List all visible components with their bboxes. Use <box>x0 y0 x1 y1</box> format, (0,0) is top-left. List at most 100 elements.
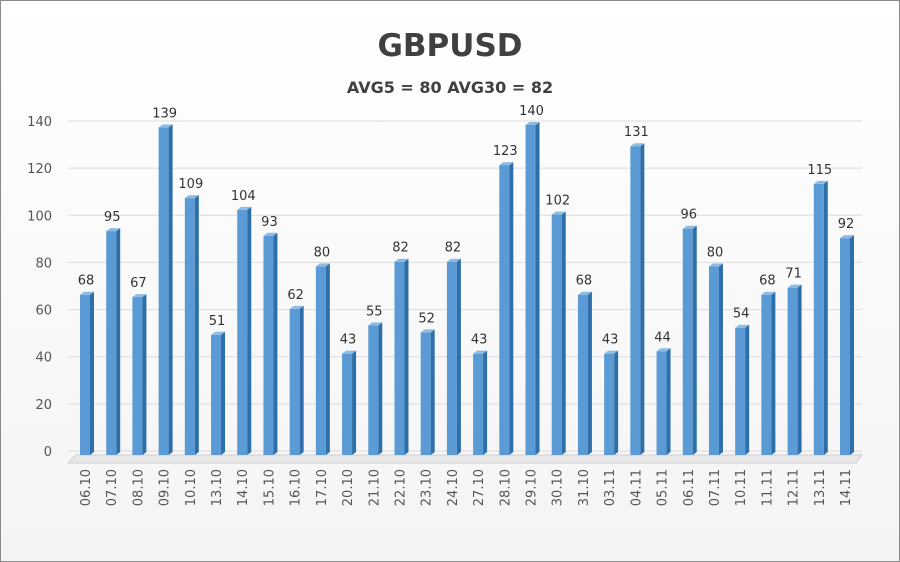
bar-top <box>106 228 121 232</box>
bar <box>315 266 326 455</box>
bar-side <box>483 350 488 455</box>
x-tick-label: 13.11 <box>813 469 828 506</box>
data-label: 68 <box>78 274 95 289</box>
bar-side <box>561 211 566 455</box>
data-label: 131 <box>624 125 649 140</box>
bar-top <box>735 324 750 328</box>
bar <box>263 235 274 455</box>
bar-top <box>368 322 383 326</box>
y-tick-label: 120 <box>27 162 52 177</box>
bar <box>761 294 772 455</box>
bar-side <box>273 232 278 455</box>
bar-side <box>352 350 357 455</box>
bar <box>604 353 615 455</box>
bar <box>682 228 693 455</box>
x-tick-label: 10.10 <box>184 469 199 506</box>
bar <box>420 332 431 455</box>
bar-side <box>194 195 199 456</box>
x-tick-label: 14.10 <box>236 469 251 506</box>
bar-side <box>797 284 802 455</box>
x-tick-label: 21.10 <box>367 469 382 506</box>
data-label: 54 <box>733 307 750 322</box>
x-tick-label: 05.11 <box>656 469 671 506</box>
bar <box>473 353 484 455</box>
bar <box>656 351 667 455</box>
bar-side <box>692 225 697 455</box>
bar <box>289 308 300 455</box>
y-tick-label: 40 <box>35 351 52 366</box>
bar <box>342 353 353 455</box>
bar <box>735 327 746 455</box>
x-tick-label: 13.10 <box>210 469 225 506</box>
bar-top <box>473 350 488 354</box>
bar <box>499 165 510 456</box>
x-tick-label: 04.11 <box>629 469 644 506</box>
x-tick-label: 27.10 <box>472 469 487 506</box>
bar-side <box>640 143 645 455</box>
bar-top <box>446 258 461 262</box>
data-label: 140 <box>519 104 544 119</box>
x-tick-label: 20.10 <box>341 469 356 506</box>
bar-side <box>666 348 671 455</box>
y-tick-label: 100 <box>27 209 52 224</box>
x-tick-label: 09.10 <box>158 469 173 506</box>
bar <box>787 287 798 455</box>
bar-top <box>184 195 199 199</box>
bar-top <box>656 348 671 352</box>
x-tick-label: 15.10 <box>262 469 277 506</box>
bar-top <box>499 162 514 166</box>
bar-top <box>551 211 566 215</box>
bar-side <box>587 291 592 455</box>
bar-side <box>614 350 619 455</box>
bar <box>80 294 90 455</box>
y-tick-label: 20 <box>35 398 52 413</box>
x-tick-label: 23.10 <box>420 469 435 506</box>
x-tick-label: 22.10 <box>393 469 408 506</box>
data-label: 80 <box>707 245 724 260</box>
data-label: 139 <box>152 106 177 121</box>
bar-top <box>80 291 94 295</box>
data-label: 80 <box>314 245 331 260</box>
bar-side <box>221 331 226 455</box>
bar-side <box>456 258 461 455</box>
x-tick-label: 31.10 <box>577 469 592 506</box>
bar-top <box>342 350 357 354</box>
chart-title: GBPUSD <box>377 28 523 64</box>
bar-side <box>850 235 854 455</box>
data-label: 68 <box>576 274 593 289</box>
data-label: 82 <box>445 241 462 256</box>
y-tick-label: 0 <box>44 445 52 460</box>
bar-top <box>630 143 645 147</box>
bar-top <box>394 258 409 262</box>
bar-side <box>247 206 252 455</box>
bar-side <box>509 162 514 456</box>
bar <box>708 266 719 455</box>
bar <box>577 294 588 455</box>
bar-top <box>577 291 592 295</box>
data-label: 55 <box>366 304 383 319</box>
bar-top <box>237 206 252 210</box>
x-tick-label: 06.11 <box>682 469 697 506</box>
bar-side <box>404 258 409 455</box>
x-tick-label: 24.10 <box>446 469 461 506</box>
data-label: 104 <box>231 189 256 204</box>
bar-top <box>158 124 173 128</box>
bar-top <box>315 263 330 267</box>
bar-top <box>708 263 723 267</box>
bar <box>630 146 641 455</box>
bar <box>211 334 222 455</box>
data-label: 92 <box>838 217 855 232</box>
y-tick-label: 80 <box>35 256 52 271</box>
data-label: 102 <box>545 194 570 209</box>
bar-top <box>761 291 776 295</box>
x-tick-label: 07.10 <box>105 469 120 506</box>
bar <box>551 214 562 455</box>
x-tick-label: 11.11 <box>760 469 775 506</box>
bar-top <box>813 180 828 184</box>
bar <box>368 325 379 455</box>
bar-side <box>90 291 94 455</box>
bar-side <box>745 324 750 455</box>
data-label: 95 <box>104 210 121 225</box>
data-label: 51 <box>209 314 226 329</box>
